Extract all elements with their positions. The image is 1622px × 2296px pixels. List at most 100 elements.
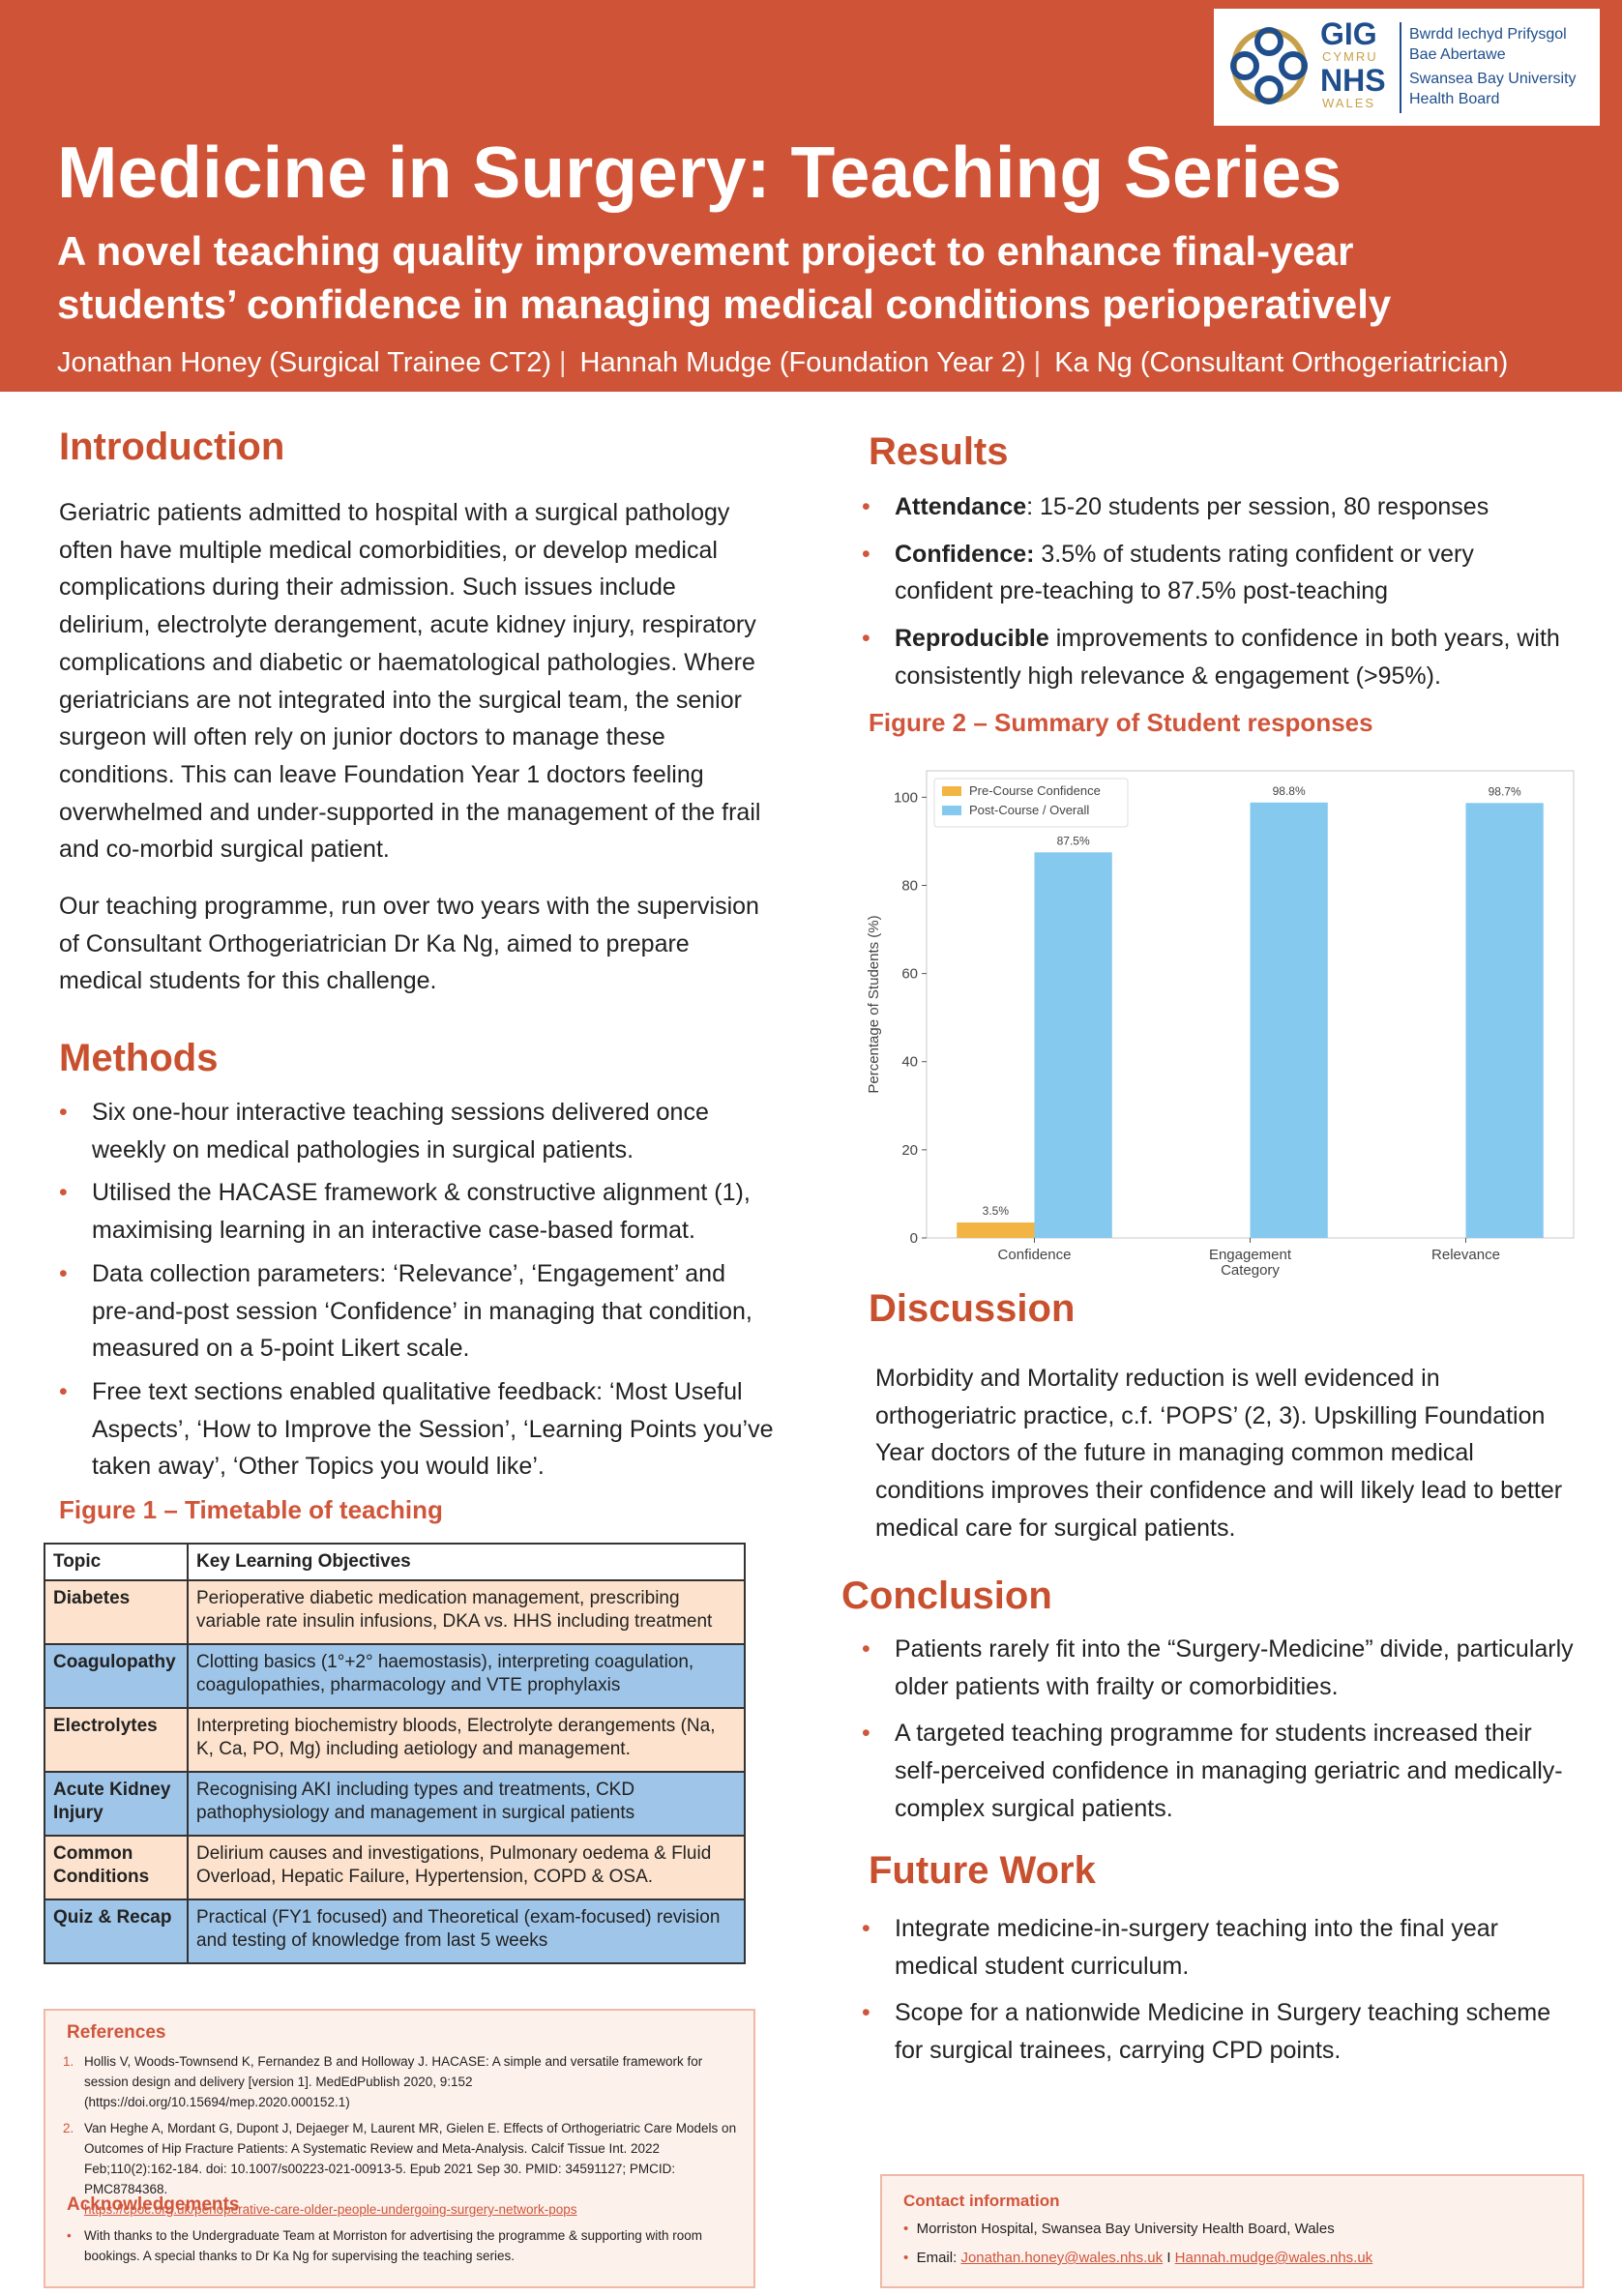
table-cell: Clotting basics (1°+2° haemostasis), int… <box>187 1643 746 1709</box>
bar <box>1250 802 1328 1238</box>
email[interactable]: Hannah.mudge@wales.nhs.uk <box>1174 2250 1373 2266</box>
y-axis-label: Percentage of Students (%) <box>866 915 882 1093</box>
paragraph: Geriatric patients admitted to hospital … <box>59 499 761 864</box>
contact-heading: Contact information <box>903 2192 1060 2210</box>
acknowledgements-heading: Acknowledgements <box>67 2194 240 2215</box>
section-heading: Conclusion <box>841 1575 1052 1617</box>
text: improvements to confidence in both years… <box>895 625 1567 690</box>
table-row: Coagulopathy Clotting basics (1°+2° haemo… <box>44 1643 746 1709</box>
table-cell: Recognising AKI including types and trea… <box>187 1771 746 1837</box>
y-tick-label: 40 <box>901 1054 918 1071</box>
acknowledgements: • With thanks to the Undergraduate Team a… <box>67 2228 703 2263</box>
legend-swatch <box>942 786 961 796</box>
paragraph: Our teaching programme, run over two yea… <box>59 893 759 995</box>
bullet-item: Attendance: 15-20 students per session, … <box>862 488 1578 526</box>
email-label: Email: <box>916 2250 958 2266</box>
y-tick-label: 60 <box>901 966 918 983</box>
reference: 2. Van Heghe A, Mordant G, Dupont J, Deja… <box>63 2118 740 2220</box>
contact-address: • Morriston Hospital, Swansea Bay Univer… <box>903 2221 1335 2237</box>
address: Morriston Hospital, Swansea Bay Universi… <box>916 2221 1335 2237</box>
logo: GIG CYMRU NHS WALES Bwrdd Iechyd Prifysg… <box>1214 9 1600 126</box>
bullet-item: Reproducible improvements to confidence … <box>862 620 1578 694</box>
paragraph: Morbidity and Mortality reduction is wel… <box>875 1365 1563 1542</box>
bold-text: Confidence: <box>895 540 1035 568</box>
y-tick-label: 0 <box>910 1230 918 1247</box>
bullet-item: Free text sections enabled qualitative f… <box>59 1373 775 1486</box>
value-label: 98.8% <box>1273 784 1306 798</box>
acknowledgements-text: With thanks to the Undergraduate Team at… <box>84 2228 703 2263</box>
reference-number: 2. <box>63 2121 74 2135</box>
table-row: Common Conditions Delirium causes and inv… <box>44 1835 746 1900</box>
bullet-item: Six one-hour interactive teaching sessio… <box>59 1094 775 1168</box>
board-line: Bwrdd Iechyd Prifysgol <box>1409 26 1567 43</box>
text: 3.5% of students rating confident or ver… <box>895 540 1481 605</box>
logo-emblem <box>1230 27 1308 104</box>
bar <box>1465 803 1544 1238</box>
value-label: 3.5% <box>983 1204 1010 1218</box>
bullet-item: Patients rarely fit into the “Surgery-Me… <box>862 1631 1578 1705</box>
title: Medicine in Surgery: Teaching Series <box>57 132 1342 213</box>
logo-gig: GIG <box>1320 16 1377 51</box>
results-list: Attendance: 15-20 students per session, … <box>862 488 1578 705</box>
references-box: References 1. Hollis V, Woods-Townsend K,… <box>44 2009 755 2288</box>
table-row: Electrolytes Interpreting biochemistry bl… <box>44 1707 746 1773</box>
y-tick-label: 100 <box>894 789 918 806</box>
table-cell: Delirium causes and investigations, Pulm… <box>187 1835 746 1900</box>
separator: | <box>558 347 567 378</box>
bullet-item: A targeted teaching programme for studen… <box>862 1715 1578 1827</box>
bullet-item: Scope for a nationwide Medicine in Surge… <box>862 1994 1578 2069</box>
table-cell: Perioperative diabetic medication manage… <box>187 1579 746 1645</box>
author: Ka Ng (Consultant Orthogeriatrician) <box>1054 347 1509 378</box>
email-separator: I <box>1166 2250 1171 2266</box>
reference-link[interactable]: https://cpoc.org.uk/perioperative-care-o… <box>84 2202 577 2217</box>
table-cell: Practical (FY1 focused) and Theoretical … <box>187 1899 746 1964</box>
separator: | <box>1033 347 1042 378</box>
authors: Jonathan Honey (Surgical Trainee CT2) | Ha… <box>57 347 1508 379</box>
logo-cymru: CYMRU <box>1322 49 1378 64</box>
x-tick-label: Engagement <box>1209 1247 1292 1263</box>
chart: 0 20 40 60 80 100 Percentage of Students (%) Ca… <box>866 770 1575 1279</box>
x-tick-label: Relevance <box>1431 1247 1500 1263</box>
table-cell: Quiz & Recap <box>44 1899 189 1964</box>
value-label: 87.5% <box>1057 834 1090 847</box>
x-axis-label: Category <box>1221 1262 1280 1279</box>
references-list: 1. Hollis V, Woods-Townsend K, Fernandez … <box>63 2051 740 2225</box>
figure-caption: Figure 1 – Timetable of teaching <box>59 1495 443 1524</box>
legend-label: Post-Course / Overall <box>969 803 1089 817</box>
table-cell: Electrolytes <box>44 1707 189 1773</box>
bar <box>957 1222 1035 1238</box>
value-label: 98.7% <box>1489 784 1521 798</box>
section-heading: Future Work <box>869 1849 1096 1892</box>
header: Medicine in Surgery: Teaching Series A n… <box>0 0 1622 392</box>
table-cell: Diabetes <box>44 1579 189 1645</box>
table-cell: Coagulopathy <box>44 1643 189 1709</box>
author: Hannah Mudge (Foundation Year 2) <box>579 347 1026 378</box>
table-row: Quiz & Recap Practical (FY1 focused) and … <box>44 1899 746 1964</box>
text: : 15-20 students per session, 80 respons… <box>1026 493 1489 520</box>
legend-box <box>933 778 1129 828</box>
timetable: Topic Key Learning Objectives Diabetes Peri… <box>44 1543 746 1964</box>
table-cell: Common Conditions <box>44 1835 189 1900</box>
legend-swatch <box>942 806 961 815</box>
logo-nhs: NHS <box>1320 63 1386 98</box>
references-heading: References <box>67 2022 166 2043</box>
header-cell: Key Learning Objectives <box>187 1543 746 1581</box>
figure-caption: Figure 2 – Summary of Student responses <box>869 708 1373 737</box>
bar <box>1034 852 1112 1238</box>
board-line: Bae Abertawe <box>1409 46 1506 63</box>
contact-email: • Email: Jonathan.honey@wales.nhs.uk I H… <box>903 2250 1373 2266</box>
table-row: Diabetes Perioperative diabetic medicatio… <box>44 1579 746 1645</box>
header-cell: Topic <box>44 1543 189 1581</box>
reference-text: Van Heghe A, Mordant G, Dupont J, Dejaeg… <box>84 2121 737 2196</box>
y-tick-label: 80 <box>901 877 918 894</box>
email[interactable]: Jonathan.honey@wales.nhs.uk <box>960 2250 1164 2266</box>
reference-number: 1. <box>63 2054 74 2069</box>
section-heading: Discussion <box>869 1287 1076 1330</box>
section-heading: Results <box>869 430 1009 473</box>
contact-box: Contact information • Morriston Hospital… <box>880 2174 1584 2288</box>
conclusion-list: Patients rarely fit into the “Surgery-Me… <box>862 1631 1578 1838</box>
bold-text: Reproducible <box>895 625 1049 653</box>
board-line: Swansea Bay University <box>1409 71 1577 87</box>
bullet-item: Utilised the HACASE framework & construc… <box>59 1174 775 1249</box>
